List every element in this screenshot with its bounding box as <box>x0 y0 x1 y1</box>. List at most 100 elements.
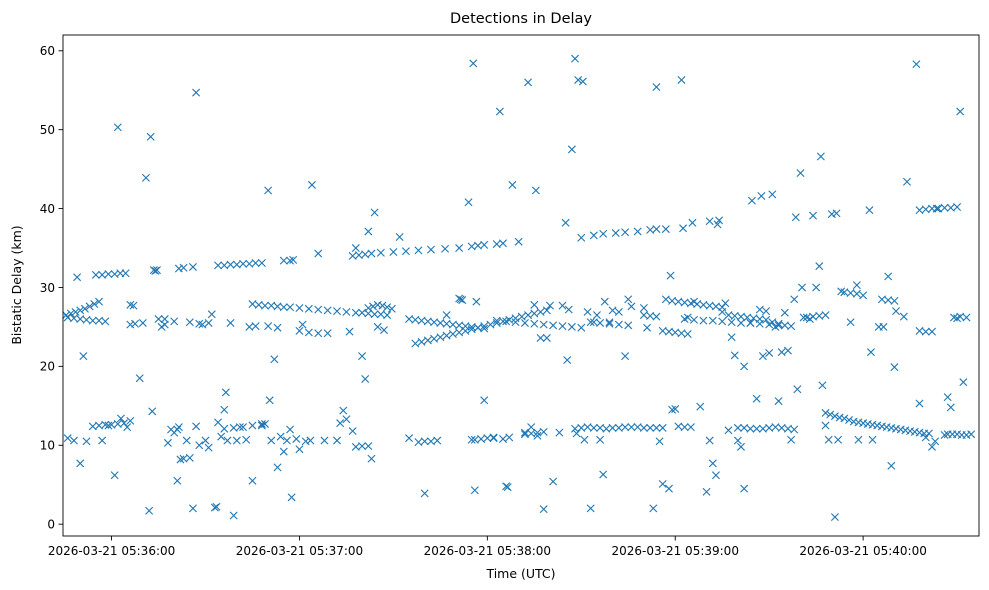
marker-scattered-detections-112 <box>514 237 523 246</box>
marker-scattered-detections-134 <box>578 77 587 86</box>
marker-track-descending-26-24-2 <box>511 318 520 327</box>
marker-scattered-detections-90 <box>380 326 388 335</box>
marker-scattered-detections-157 <box>666 271 675 280</box>
marker-scattered-detections-121 <box>542 333 551 342</box>
marker-track-rising-36-41-8 <box>688 218 697 227</box>
marker-scattered-detections-216 <box>868 435 877 444</box>
marker-track-descending-26-18 <box>314 329 323 338</box>
marker-scattered-detections-214 <box>865 206 874 215</box>
x-tick-label-3: 2026-03-21 05:39:00 <box>612 544 739 558</box>
marker-track-rising-32-35-29 <box>426 245 435 254</box>
marker-track-descending-28-6 <box>286 303 295 312</box>
marker-scattered-detections-38 <box>198 320 207 329</box>
marker-track-descending-26-24-4 <box>530 319 539 328</box>
marker-scattered-detections-128 <box>564 305 573 314</box>
marker-track-descending-26-24-7 <box>558 322 567 331</box>
marker-scattered-detections-69 <box>289 255 298 264</box>
marker-scattered-detections-4 <box>79 352 88 361</box>
marker-scattered-detections-193 <box>793 385 802 394</box>
marker-track-descending-26-12 <box>195 319 204 328</box>
marker-scattered-detections-160 <box>677 75 686 84</box>
marker-scattered-detections-26 <box>163 438 172 447</box>
marker-track-steady-26-late-2 <box>699 316 708 325</box>
marker-scattered-detections-17 <box>138 318 147 327</box>
chart-title: Detections in Delay <box>450 11 592 27</box>
marker-scattered-detections-20 <box>146 132 155 141</box>
marker-scattered-detections-21 <box>148 407 157 416</box>
marker-track-rising-23-28-20 <box>536 307 545 316</box>
marker-track-descending-28-11 <box>333 307 342 316</box>
marker-scattered-detections-159 <box>671 404 680 413</box>
marker-scattered-detections-153 <box>655 437 664 446</box>
marker-scattered-detections-19 <box>145 506 154 515</box>
marker-scattered-detections-132 <box>574 75 583 84</box>
marker-track-rising-36-41-6 <box>652 225 661 234</box>
marker-scattered-detections-88 <box>370 208 379 217</box>
marker-track-steady-12-11 <box>257 419 266 428</box>
marker-track-steady-40-6 <box>953 203 962 211</box>
marker-scattered-detections-204 <box>824 435 833 444</box>
marker-track-descending-28-25-0 <box>661 295 670 304</box>
marker-scattered-detections-34 <box>188 504 197 513</box>
marker-scattered-detections-76 <box>314 249 323 258</box>
marker-track-descending-28-9 <box>314 305 323 314</box>
marker-scattered-detections-84 <box>358 352 367 361</box>
marker-track-rising-23-28-5 <box>442 331 451 340</box>
marker-track-steady-26-late-4 <box>718 317 727 326</box>
marker-track-rising-32-35-0 <box>91 270 100 279</box>
marker-scattered-detections-115 <box>527 423 536 432</box>
marker-scattered-detections-124 <box>555 428 564 437</box>
marker-track-rising-32-35-15 <box>239 259 248 268</box>
marker-track-steady-12-41 <box>658 423 667 432</box>
marker-scattered-detections-14 <box>126 300 135 309</box>
marker-scattered-detections-170 <box>721 299 730 308</box>
marker-track-descending-26-24-1 <box>502 317 511 326</box>
marker-track-plateau-27-5 <box>387 304 396 313</box>
marker-scattered-detections-131 <box>572 429 581 438</box>
marker-track-descending-26-14 <box>264 322 273 331</box>
marker-track-rising-26-28-4 <box>80 304 89 313</box>
marker-scattered-detections-231 <box>940 431 949 439</box>
marker-scattered-detections-72 <box>298 320 307 329</box>
marker-scattered-detections-45 <box>217 432 226 441</box>
marker-scattered-detections-147 <box>624 295 633 304</box>
marker-track-rising-36-41-9 <box>705 217 714 226</box>
marker-scattered-detections-55 <box>248 476 257 485</box>
marker-track-rising-32-35-13 <box>226 260 235 269</box>
marker-scattered-detections-168 <box>713 220 722 229</box>
marker-scattered-detections-35 <box>192 422 201 431</box>
marker-scattered-detections-118 <box>533 431 542 440</box>
marker-track-steady-12-14 <box>364 442 373 451</box>
marker-scattered-detections-155 <box>661 225 670 234</box>
marker-scattered-detections-104 <box>489 434 498 443</box>
marker-scattered-detections-166 <box>708 459 717 468</box>
marker-track-descending-28-12 <box>342 307 351 316</box>
marker-track-rising-23-28-21 <box>542 306 551 315</box>
marker-scattered-detections-60 <box>265 396 274 405</box>
marker-scattered-detections-103 <box>480 396 489 405</box>
marker-track-descending-26-24-5 <box>539 320 548 329</box>
marker-track-steady-26-late-5 <box>727 318 736 327</box>
marker-scattered-detections-190 <box>787 435 796 444</box>
marker-scattered-detections-226 <box>915 399 924 408</box>
marker-scattered-detections-116 <box>530 300 539 309</box>
marker-track-rising-36-41-4 <box>633 227 642 236</box>
marker-scattered-detections-176 <box>740 362 749 371</box>
marker-scattered-detections-135 <box>580 435 589 444</box>
marker-scattered-detections-36 <box>192 88 201 97</box>
marker-track-rising-26-28-2 <box>71 307 80 316</box>
marker-scattered-detections-83 <box>351 244 360 253</box>
marker-track-rising-23-28-10 <box>473 323 482 332</box>
marker-scattered-detections-97 <box>458 296 467 305</box>
marker-scattered-detections-136 <box>583 307 592 316</box>
y-tick-label-0: 0 <box>47 517 55 531</box>
marker-track-steady-12-54 <box>790 425 799 434</box>
marker-scattered-detections-185 <box>771 322 780 331</box>
marker-track-rising-32-35-2 <box>104 270 113 279</box>
marker-track-descending-14-11-0 <box>821 408 830 417</box>
marker-scattered-detections-71 <box>295 445 304 454</box>
marker-track-steady-12-10 <box>248 421 257 430</box>
marker-scattered-detections-64 <box>276 432 285 441</box>
marker-scattered-detections-143 <box>605 318 614 327</box>
marker-track-descending-28-25-20 <box>787 322 796 331</box>
